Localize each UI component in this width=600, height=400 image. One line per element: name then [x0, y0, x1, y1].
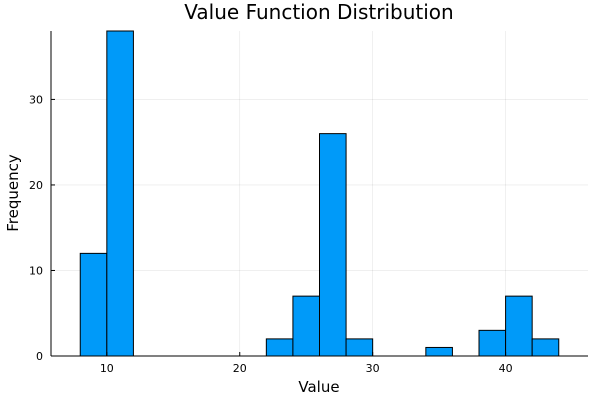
bars: [79, 30, 560, 357]
x-tick-label: 40: [499, 362, 513, 375]
histogram-bar: [79, 252, 108, 357]
y-ticks: 0 10 20 30: [29, 93, 55, 363]
histogram-bar: [531, 338, 560, 357]
x-ticks: 10 20 30 40: [100, 352, 513, 375]
chart-title: Value Function Distribution: [184, 0, 453, 24]
y-tick-label: 30: [29, 93, 43, 106]
histogram-bar: [292, 295, 320, 357]
y-tick-label: 10: [29, 264, 43, 277]
x-tick-label: 20: [233, 362, 247, 375]
histogram-bar: [478, 329, 507, 357]
histogram-bar: [265, 338, 294, 357]
y-tick-label: 0: [36, 350, 43, 363]
histogram-bar: [106, 30, 134, 357]
y-tick-label: 20: [29, 179, 43, 192]
histogram-bar: [425, 346, 453, 357]
histogram-bar: [319, 133, 347, 357]
x-axis-label: Value: [298, 378, 339, 396]
x-tick-label: 10: [100, 362, 114, 375]
histogram-bar: [505, 295, 533, 357]
x-tick-label: 30: [366, 362, 380, 375]
y-axis-label: Frequency: [4, 154, 22, 232]
histogram-bar: [345, 338, 374, 357]
